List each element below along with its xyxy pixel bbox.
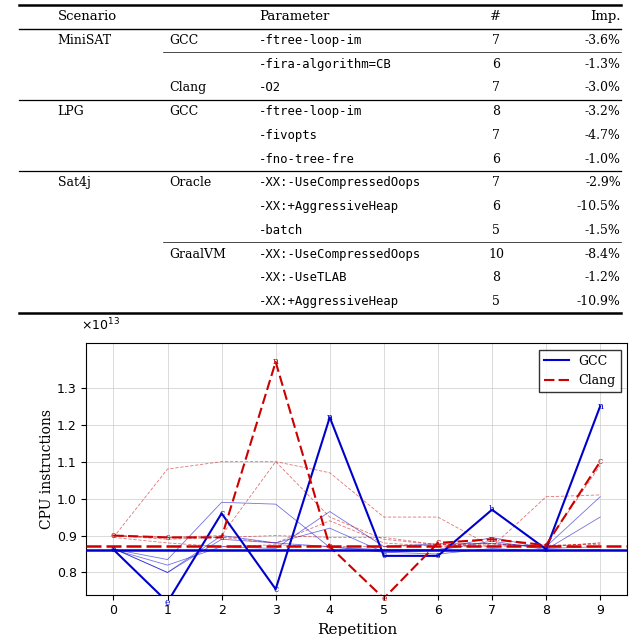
Text: e: e xyxy=(165,598,170,607)
Text: c: c xyxy=(273,584,278,593)
Text: 6: 6 xyxy=(492,58,500,71)
Text: -XX:-UseCompressedOops: -XX:-UseCompressedOops xyxy=(259,247,422,261)
Text: -XX:+AggressiveHeap: -XX:+AggressiveHeap xyxy=(259,200,399,213)
Text: -4.7%: -4.7% xyxy=(585,129,621,142)
Text: 6: 6 xyxy=(492,153,500,166)
Text: -3.2%: -3.2% xyxy=(585,105,621,118)
Text: -3.0%: -3.0% xyxy=(585,81,621,95)
Text: -XX:-UseTLAB: -XX:-UseTLAB xyxy=(259,272,348,284)
Legend: GCC, Clang: GCC, Clang xyxy=(539,350,621,392)
Text: Parameter: Parameter xyxy=(259,10,330,24)
Text: 5: 5 xyxy=(492,224,500,237)
Text: 7: 7 xyxy=(492,34,500,47)
Text: MiniSAT: MiniSAT xyxy=(58,34,112,47)
Text: -1.0%: -1.0% xyxy=(585,153,621,166)
Text: s: s xyxy=(165,533,170,542)
Text: h: h xyxy=(489,505,495,514)
Text: -1.2%: -1.2% xyxy=(585,272,621,284)
Text: Clang: Clang xyxy=(170,81,207,95)
Text: n: n xyxy=(273,357,278,366)
Text: -fivopts: -fivopts xyxy=(259,129,318,142)
Text: c: c xyxy=(435,539,440,548)
Text: c: c xyxy=(219,509,224,518)
Text: -2.9%: -2.9% xyxy=(585,176,621,190)
Text: 10: 10 xyxy=(488,247,504,261)
Text: $\times10^{13}$: $\times10^{13}$ xyxy=(81,317,120,333)
Text: e: e xyxy=(381,594,387,603)
Text: 7: 7 xyxy=(492,129,500,142)
Text: Sat4j: Sat4j xyxy=(58,176,90,190)
Text: Oracle: Oracle xyxy=(170,176,212,190)
Text: -3.6%: -3.6% xyxy=(585,34,621,47)
Text: n: n xyxy=(327,413,333,422)
Text: 7: 7 xyxy=(492,176,500,190)
Text: s: s xyxy=(544,544,548,554)
Text: 7: 7 xyxy=(492,81,500,95)
Text: n: n xyxy=(489,535,495,544)
X-axis label: Repetition: Repetition xyxy=(317,623,397,636)
Text: Imp.: Imp. xyxy=(590,10,621,24)
Y-axis label: CPU instructions: CPU instructions xyxy=(40,409,54,529)
Text: c: c xyxy=(598,457,603,466)
Text: -ftree-loop-im: -ftree-loop-im xyxy=(259,34,362,47)
Text: -10.9%: -10.9% xyxy=(577,295,621,308)
Text: GCC: GCC xyxy=(170,105,199,118)
Text: LPG: LPG xyxy=(58,105,84,118)
Text: -ftree-loop-im: -ftree-loop-im xyxy=(259,105,362,118)
Text: s: s xyxy=(328,542,332,551)
Text: c: c xyxy=(381,551,387,560)
Text: s: s xyxy=(220,533,224,542)
Text: GCC: GCC xyxy=(170,34,199,47)
Text: 6: 6 xyxy=(492,200,500,213)
Text: e: e xyxy=(111,531,116,540)
Text: c: c xyxy=(543,541,548,550)
Text: -1.5%: -1.5% xyxy=(585,224,621,237)
Text: Scenario: Scenario xyxy=(58,10,116,24)
Text: -batch: -batch xyxy=(259,224,303,237)
Text: #: # xyxy=(490,10,502,24)
Text: -fno-tree-fre: -fno-tree-fre xyxy=(259,153,355,166)
Text: -10.5%: -10.5% xyxy=(577,200,621,213)
Text: 5: 5 xyxy=(492,295,500,308)
Text: -O2: -O2 xyxy=(259,81,282,95)
Text: 8: 8 xyxy=(492,105,500,118)
Text: 8: 8 xyxy=(492,272,500,284)
Text: e: e xyxy=(111,545,116,554)
Text: -fira-algorithm=CB: -fira-algorithm=CB xyxy=(259,58,392,71)
Text: -8.4%: -8.4% xyxy=(585,247,621,261)
Text: -XX:-UseCompressedOops: -XX:-UseCompressedOops xyxy=(259,176,422,190)
Text: n: n xyxy=(597,402,603,411)
Text: s: s xyxy=(436,551,440,560)
Text: -XX:+AggressiveHeap: -XX:+AggressiveHeap xyxy=(259,295,399,308)
Text: GraalVM: GraalVM xyxy=(170,247,227,261)
Text: -1.3%: -1.3% xyxy=(585,58,621,71)
